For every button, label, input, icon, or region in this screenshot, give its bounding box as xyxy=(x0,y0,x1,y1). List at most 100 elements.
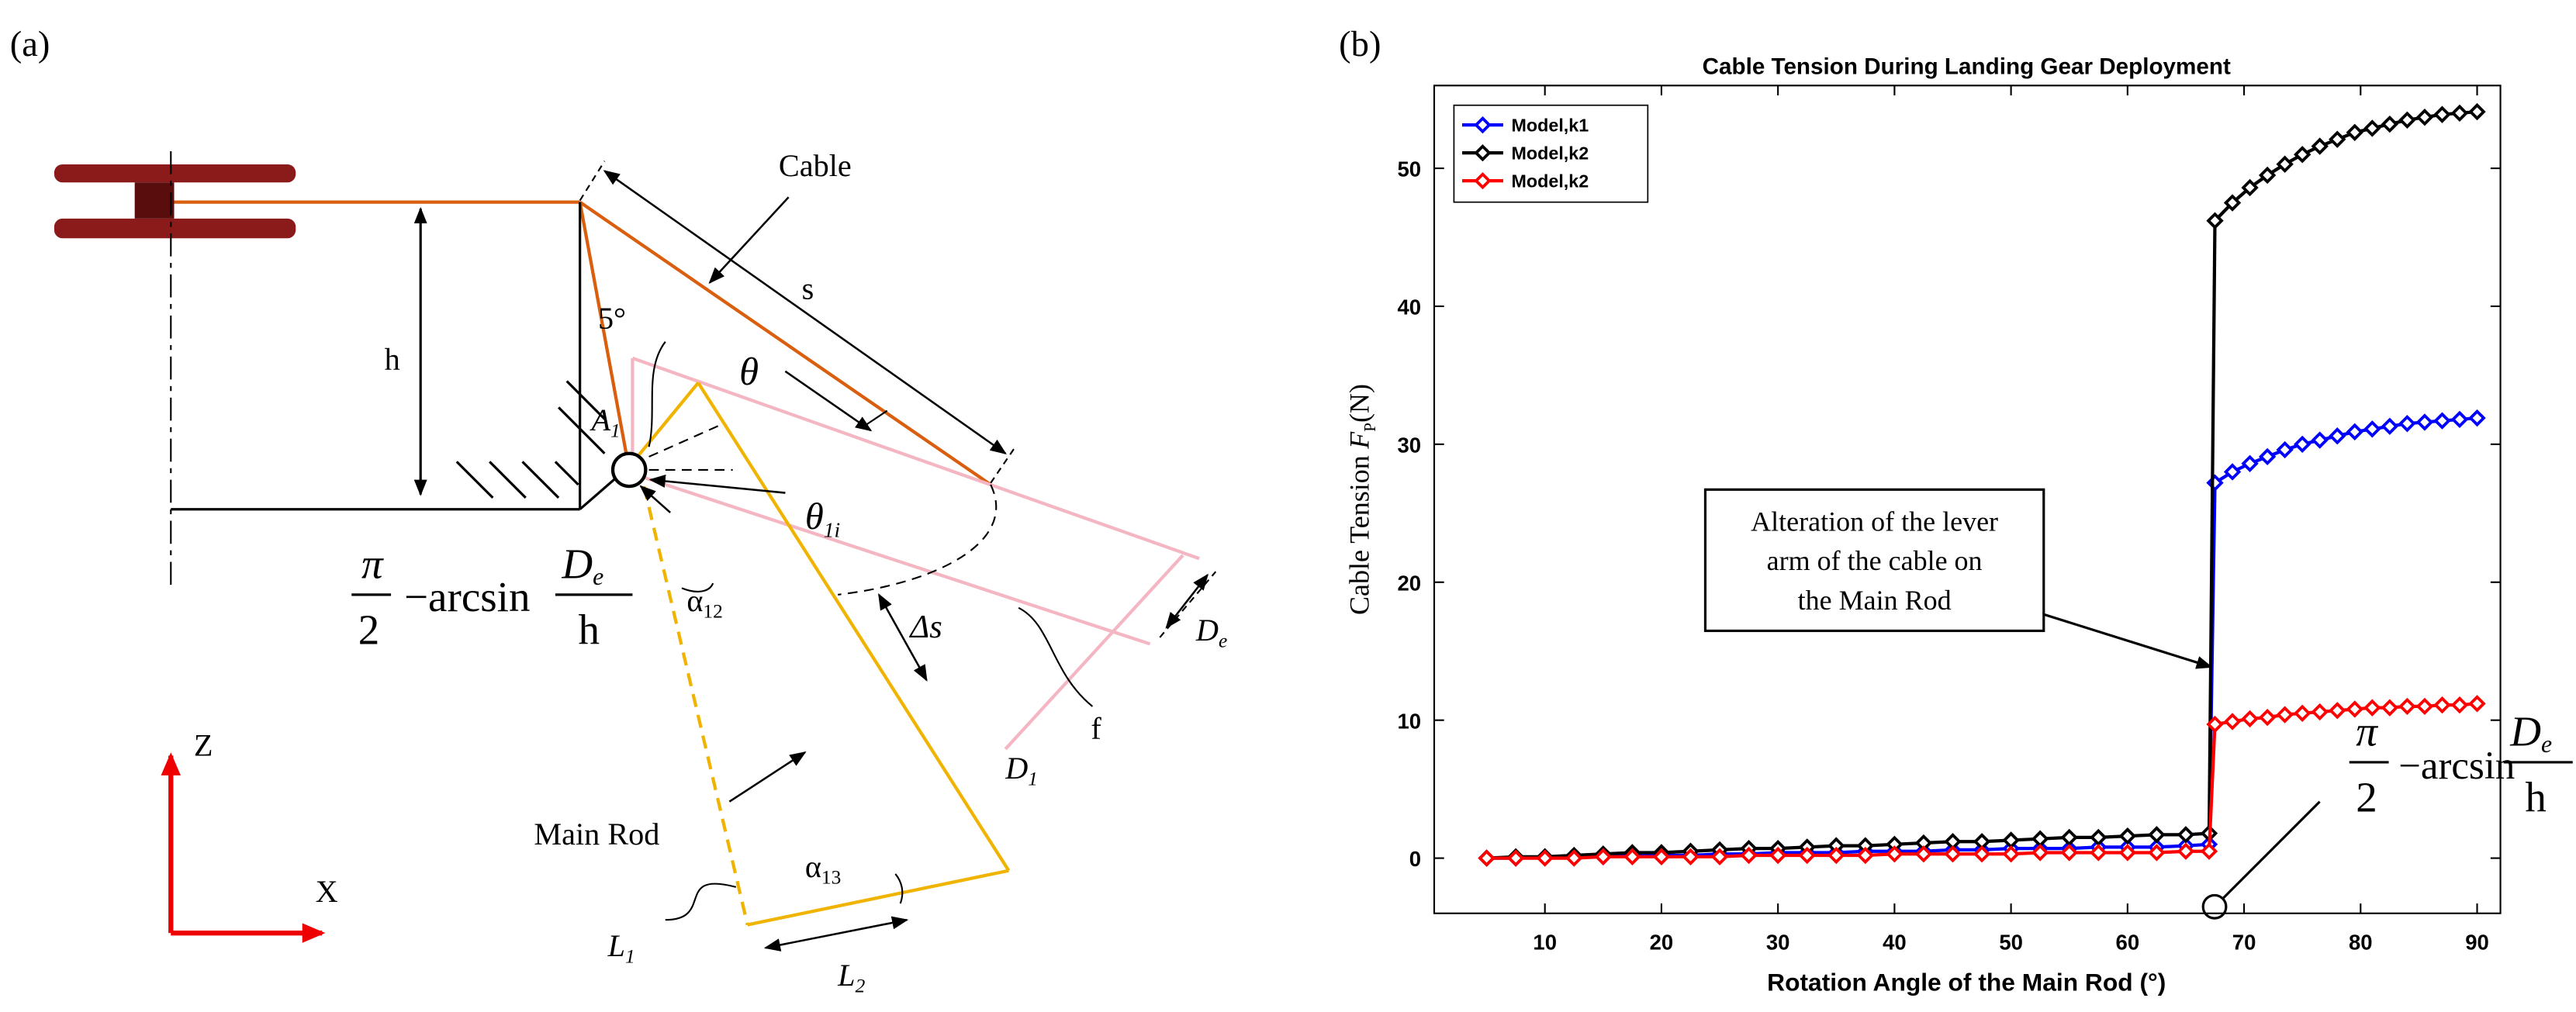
leader xyxy=(784,370,873,432)
label: Δs xyxy=(908,609,942,645)
label: L2 xyxy=(837,958,865,996)
panel-label: (b) xyxy=(1339,24,1381,64)
pulley-hub xyxy=(134,182,175,219)
cable xyxy=(579,200,992,486)
chart: (b) Cable Tension During Landing Gear De… xyxy=(1339,24,2573,996)
marker xyxy=(2118,844,2137,862)
marker xyxy=(2090,828,2107,847)
pulley xyxy=(54,218,296,239)
label-main: L xyxy=(837,958,855,993)
y-axis-label-sub: P xyxy=(1361,423,1379,432)
marker xyxy=(2223,713,2242,731)
formula-part: De xyxy=(2509,708,2552,758)
marker xyxy=(2433,105,2451,123)
marker xyxy=(2329,427,2346,445)
marker xyxy=(1914,845,1933,863)
marker xyxy=(2090,844,2107,862)
label-sub: 12 xyxy=(703,601,722,623)
leader xyxy=(1018,606,1094,707)
label: Main Rod xyxy=(534,817,659,851)
marker xyxy=(2177,842,2195,860)
marker xyxy=(2258,166,2277,185)
extension xyxy=(579,161,606,202)
label: f xyxy=(1091,711,1101,746)
marker xyxy=(2346,123,2363,141)
marker xyxy=(2276,155,2294,173)
marker xyxy=(1827,846,1845,865)
diagram: (a) Cable s h 5° xyxy=(10,24,1228,996)
legend-marker xyxy=(1474,116,1492,134)
marker xyxy=(2148,826,2166,844)
marker xyxy=(2177,826,2195,844)
formula-part: D xyxy=(2509,708,2541,755)
label: D1 xyxy=(1004,751,1038,789)
marker xyxy=(2223,194,2242,212)
x-tick-label: 30 xyxy=(1766,930,1790,954)
leader xyxy=(665,882,737,921)
legend-label: Model,k2 xyxy=(1512,171,1589,192)
marker xyxy=(2258,447,2277,466)
marker xyxy=(2311,431,2329,449)
annotation-text: arm of the cable on xyxy=(1767,545,1983,576)
marker xyxy=(2206,212,2224,230)
x-tick-label: 50 xyxy=(1999,930,2023,954)
marker xyxy=(2363,420,2381,438)
label-main: A xyxy=(589,402,610,437)
marker xyxy=(2241,178,2259,197)
marker xyxy=(2415,697,2434,716)
formula-part: 2 xyxy=(358,606,380,653)
marker xyxy=(2468,102,2486,121)
marker xyxy=(2148,844,2166,862)
hatch xyxy=(455,380,606,499)
y-tick-label: 0 xyxy=(1409,847,1421,871)
marker xyxy=(1740,846,1758,865)
pivot xyxy=(610,451,648,489)
label: X xyxy=(316,874,338,909)
marker xyxy=(2241,454,2259,472)
label: Z xyxy=(194,727,213,762)
marker xyxy=(2294,435,2311,454)
marker xyxy=(2381,115,2399,133)
marker xyxy=(2450,104,2469,123)
marker xyxy=(2433,412,2451,430)
marker xyxy=(2060,828,2078,847)
marker xyxy=(2381,699,2399,717)
angle-arc xyxy=(681,582,714,592)
x-tick-label: 20 xyxy=(1650,930,1674,954)
annotation-text: Alteration of the lever xyxy=(1751,506,1998,537)
label: θ1i xyxy=(805,496,840,542)
marker xyxy=(1798,846,1816,865)
frame xyxy=(579,475,619,510)
dimension-l2 xyxy=(763,916,909,952)
leader xyxy=(648,475,786,494)
x-axis-label: Rotation Angle of the Main Rod (°) xyxy=(1767,968,2166,996)
label-main: D xyxy=(1004,751,1028,786)
label: L1 xyxy=(607,928,635,967)
marker xyxy=(1973,845,1991,863)
dimension-s xyxy=(603,170,1007,454)
y-tick-label: 30 xyxy=(1397,433,1421,457)
leader xyxy=(708,196,790,285)
annotation-text: the Main Rod xyxy=(1798,585,1952,616)
y-tick-label: 40 xyxy=(1397,295,1421,319)
label-main: α xyxy=(805,849,821,884)
y-axis-label-symbol: F xyxy=(1343,431,1374,450)
marker xyxy=(2450,410,2469,429)
marker xyxy=(1886,845,1903,863)
marker xyxy=(2346,700,2363,718)
marker xyxy=(2118,827,2137,845)
label-sub: 13 xyxy=(821,867,841,889)
formula-part: e xyxy=(593,563,603,590)
marker xyxy=(1682,848,1699,865)
marker xyxy=(1536,849,1554,867)
legend-marker xyxy=(1474,171,1492,190)
angle-arc xyxy=(862,409,888,428)
marker xyxy=(2294,146,2311,164)
marker xyxy=(2450,696,2469,714)
marker xyxy=(2329,702,2346,720)
label-sub: 1 xyxy=(625,945,635,967)
marker xyxy=(1710,848,1729,865)
labels: Cable s h 5° θ A1 θ1i π 2 −arcsin De h α… xyxy=(194,148,1227,997)
label-main: D xyxy=(1195,613,1219,648)
y-tick-label: 50 xyxy=(1397,157,1421,181)
